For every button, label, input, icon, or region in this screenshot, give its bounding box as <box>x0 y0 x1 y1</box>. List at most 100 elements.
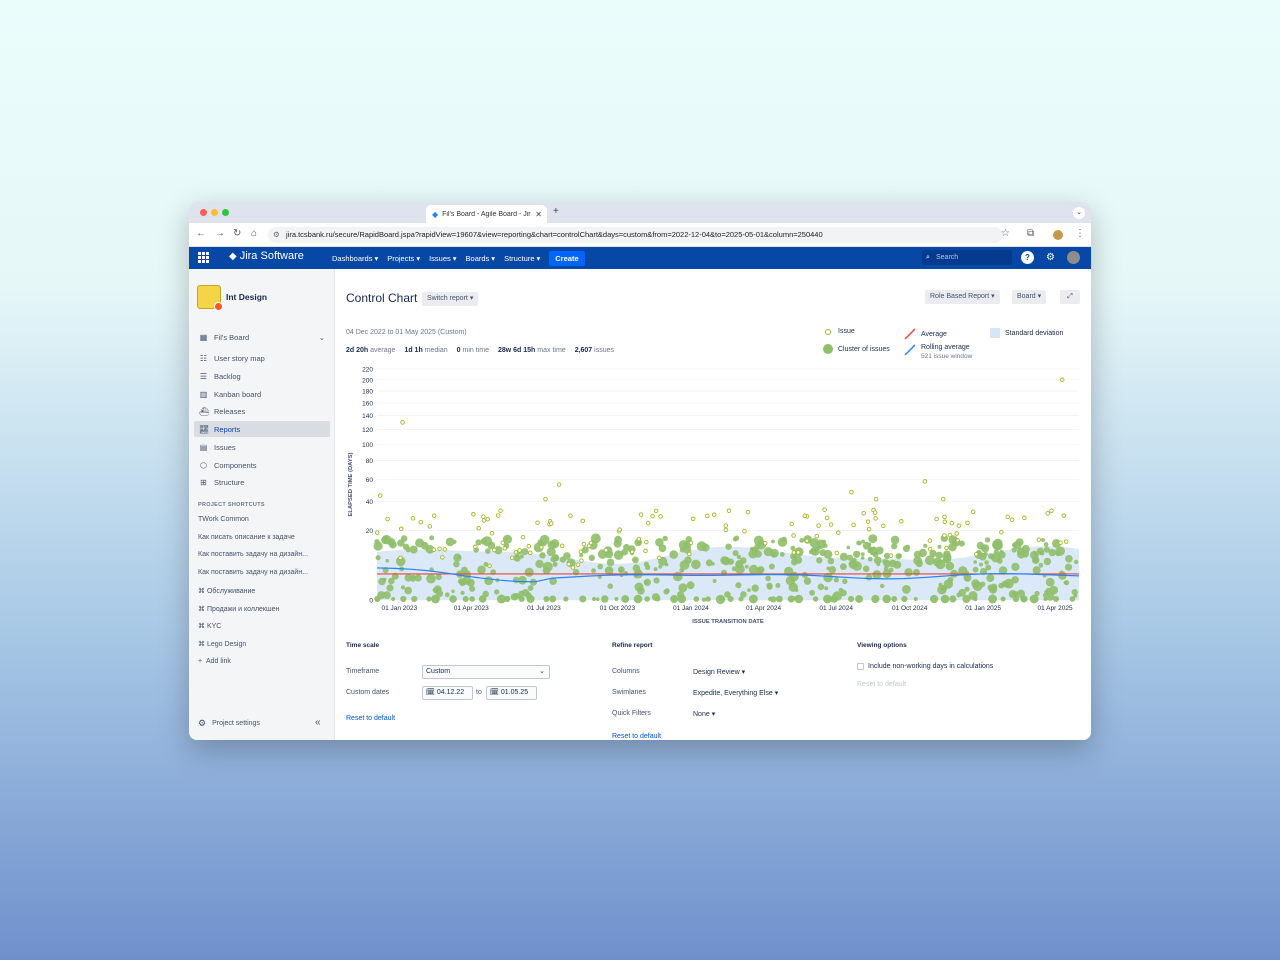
issue-point <box>922 479 928 484</box>
back-icon[interactable]: ← <box>196 228 206 239</box>
extensions-icon[interactable]: ⧉ <box>1027 228 1035 239</box>
shortcut-link[interactable]: ⌘ Обслуживание <box>198 588 256 595</box>
cluster-point <box>753 535 764 546</box>
sidebar-item-kanban-board[interactable]: ▥ Kanban board <box>199 389 262 399</box>
sidebar-item-structure[interactable]: ⊞ Structure <box>200 477 245 487</box>
new-tab-button[interactable]: + <box>553 206 559 217</box>
cluster-point <box>915 559 923 568</box>
search-input[interactable]: ⌕ Search <box>922 250 1012 265</box>
cluster-point <box>383 591 391 600</box>
shortcut-link[interactable]: ⌘ Lego Design <box>198 641 247 648</box>
cluster-point <box>720 556 729 565</box>
nonworking-days-option[interactable]: Include non-working days in calculations <box>857 663 993 670</box>
menu-boards[interactable]: Boards ▾ <box>465 253 496 263</box>
shortcut-link[interactable]: Как поставить задачу на дизайн... <box>198 569 309 576</box>
reload-icon[interactable]: ↻ <box>233 228 242 239</box>
jira-logo[interactable]: ◆ Jira Software <box>229 250 304 262</box>
menu-structure[interactable]: Structure ▾ <box>504 253 541 263</box>
quick-filters-label: Quick Filters <box>612 710 651 717</box>
sidebar-item-releases[interactable]: ⛴ Releases <box>199 406 246 416</box>
y-tick-label: 200 <box>362 377 373 384</box>
minimize-window-button[interactable] <box>211 209 218 216</box>
url-field[interactable]: ⚙ jira.tcsbank.ru/secure/RapidBoard.jspa… <box>268 227 1003 243</box>
cluster-point <box>1045 577 1055 587</box>
shortcut-link[interactable]: TWork Common <box>198 516 249 523</box>
add-link-button[interactable]: + Add link <box>198 658 231 665</box>
app-switcher-icon[interactable] <box>198 252 209 263</box>
close-tab-icon[interactable]: ✕ <box>535 209 542 219</box>
browser-menu-icon[interactable]: ⋮ <box>1075 228 1085 239</box>
menu-issues[interactable]: Issues ▾ <box>429 253 457 263</box>
menu-projects[interactable]: Projects ▾ <box>387 253 421 263</box>
stat-min: 0 min time <box>456 347 489 354</box>
columns-dropdown[interactable]: Design Review ▾ <box>693 669 746 676</box>
create-button[interactable]: Create <box>549 250 585 266</box>
cluster-point <box>539 534 550 545</box>
cluster-point <box>794 594 804 604</box>
profile-avatar[interactable] <box>1053 230 1063 240</box>
sidebar-item-backlog[interactable]: ☰ Backlog <box>199 371 241 381</box>
date-from-input[interactable]: 🗓︎ 04.12.22 <box>422 686 473 700</box>
cluster-point <box>402 543 410 550</box>
cluster-point <box>435 573 442 581</box>
reset-time-scale-link[interactable]: Reset to default <box>346 715 396 722</box>
sidebar-item-user-story-map[interactable]: ☷ User story map <box>199 353 265 363</box>
checkbox[interactable] <box>857 663 864 670</box>
issue-point <box>437 546 442 552</box>
shortcut-link[interactable]: Как поставить задачу на дизайн... <box>198 551 309 558</box>
cluster-point <box>906 544 910 549</box>
issue-point <box>579 558 584 563</box>
cluster-point <box>1012 595 1020 603</box>
role-based-report-button[interactable]: Role Based Report ▾ <box>925 290 1000 304</box>
fullscreen-icon[interactable]: ⤢ <box>1060 290 1080 304</box>
gear-icon[interactable]: ⚙ <box>1046 252 1055 263</box>
cluster-point <box>411 595 418 603</box>
control-chart[interactable]: 0 20 40 60 80 100 120 140 160 180 200 220 ELAPSED TI… <box>335 359 1091 641</box>
close-window-button[interactable] <box>200 209 207 216</box>
cluster-point <box>984 560 989 565</box>
cluster-point <box>496 594 506 604</box>
y-tick-label: 120 <box>362 427 373 434</box>
issue-point <box>789 521 794 527</box>
board-selector[interactable]: ▦ Fil's Board ⌄ <box>199 332 325 342</box>
sidebar-item-reports[interactable]: 📈︎ Reports <box>194 421 330 437</box>
shortcut-link[interactable]: ⌘ Продажи и коллекшен <box>198 606 280 613</box>
cluster-point <box>409 574 417 582</box>
cluster-point <box>691 559 701 570</box>
cluster-point <box>420 541 429 550</box>
project-settings-link[interactable]: ⚙ Project settings <box>198 718 260 728</box>
quick-filters-dropdown[interactable]: None ▾ <box>693 711 716 718</box>
cluster-point <box>382 535 392 545</box>
issue-point <box>638 512 644 517</box>
project-header[interactable]: Int Design <box>197 285 267 311</box>
user-avatar[interactable] <box>1067 251 1080 264</box>
sidebar-item-issues[interactable]: ▤ Issues <box>199 442 236 452</box>
forward-icon[interactable]: → <box>215 228 225 239</box>
date-to-input[interactable]: 🗓︎ 01.05.25 <box>486 686 537 700</box>
shortcut-link[interactable]: Как писать описание к задаче <box>198 534 295 541</box>
tab-search-icon[interactable]: ⌄ <box>1073 207 1085 219</box>
sidebar-item-components[interactable]: ⬡ Components <box>200 460 257 470</box>
reset-viewing-link[interactable]: Reset to default <box>857 681 907 688</box>
shortcut-link[interactable]: ⌘ KYC <box>198 623 222 630</box>
maximize-window-button[interactable] <box>222 209 229 216</box>
issue-point <box>495 513 501 518</box>
legend-stddev: Standard deviation <box>990 328 1063 338</box>
switch-report-button[interactable]: Switch report ▾ <box>422 292 479 306</box>
cluster-point <box>533 542 544 553</box>
browser-tab[interactable]: ◆ Fil's Board - Agile Board - Jir ✕ <box>426 205 547 223</box>
cluster-point <box>1013 540 1022 550</box>
timeframe-select[interactable]: Custom ⌄ <box>422 665 550 679</box>
swimlanes-dropdown[interactable]: Expedite, Everything Else ▾ <box>693 690 779 697</box>
x-tick-label: 01 Apr 2024 <box>746 605 781 612</box>
bookmark-star-icon[interactable]: ☆ <box>1001 228 1010 239</box>
help-icon[interactable]: ? <box>1021 251 1034 264</box>
home-icon[interactable]: ⌂ <box>251 228 258 239</box>
collapse-sidebar-icon[interactable]: « <box>315 717 321 728</box>
board-button[interactable]: Board ▾ <box>1012 290 1047 304</box>
cluster-point <box>453 561 460 568</box>
menu-dashboards[interactable]: Dashboards ▾ <box>332 253 379 263</box>
reset-refine-link[interactable]: Reset to default <box>612 733 662 740</box>
issue-point <box>377 493 383 498</box>
site-info-icon[interactable]: ⚙ <box>273 230 280 239</box>
